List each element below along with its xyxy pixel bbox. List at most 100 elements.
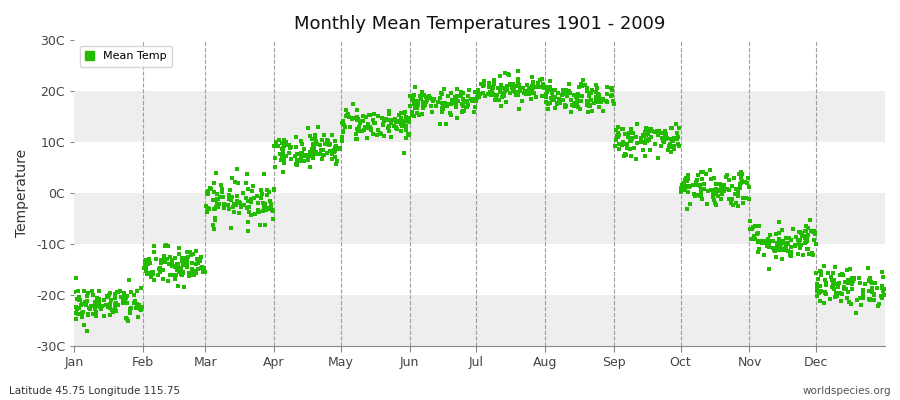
- Point: [717, 188, 732, 194]
- Point: [742, 196, 756, 203]
- Point: [810, 287, 824, 294]
- Point: [349, 117, 364, 123]
- Point: [141, 257, 156, 264]
- Point: [263, 197, 277, 204]
- Point: [351, 128, 365, 134]
- Point: [93, 304, 107, 310]
- Point: [832, 290, 847, 296]
- Point: [459, 104, 473, 110]
- Point: [139, 262, 153, 268]
- Point: [121, 293, 135, 300]
- Point: [541, 87, 555, 93]
- Point: [316, 152, 330, 158]
- Point: [416, 100, 430, 106]
- Point: [271, 143, 285, 149]
- Point: [830, 293, 844, 300]
- Point: [546, 96, 561, 103]
- Point: [752, 222, 766, 229]
- Point: [408, 99, 422, 105]
- Point: [406, 94, 420, 100]
- Point: [768, 248, 782, 254]
- Point: [761, 244, 776, 250]
- Point: [86, 292, 101, 298]
- Point: [694, 191, 708, 197]
- Point: [680, 178, 694, 184]
- Point: [440, 103, 454, 109]
- Point: [407, 101, 421, 107]
- Point: [810, 293, 824, 300]
- Point: [475, 82, 490, 89]
- Point: [756, 252, 770, 258]
- Point: [671, 134, 686, 140]
- Point: [139, 268, 153, 274]
- Point: [398, 108, 412, 115]
- Point: [201, 205, 215, 211]
- Point: [793, 244, 807, 251]
- Point: [232, 199, 247, 205]
- Point: [305, 136, 320, 142]
- Point: [308, 136, 322, 142]
- Point: [240, 171, 255, 177]
- Point: [505, 85, 519, 92]
- Point: [244, 196, 258, 202]
- Point: [746, 224, 760, 230]
- Point: [484, 92, 499, 98]
- Point: [266, 215, 280, 222]
- Point: [526, 78, 540, 85]
- Point: [485, 87, 500, 93]
- Point: [339, 113, 354, 119]
- Point: [399, 114, 413, 120]
- Point: [795, 230, 809, 237]
- Point: [803, 216, 817, 223]
- Point: [615, 142, 629, 148]
- Point: [75, 314, 89, 320]
- Point: [830, 290, 844, 296]
- Point: [80, 311, 94, 317]
- Point: [117, 294, 131, 300]
- Point: [356, 128, 370, 134]
- Point: [528, 94, 543, 100]
- Point: [665, 138, 680, 144]
- Point: [138, 262, 152, 269]
- Point: [189, 248, 203, 254]
- Point: [655, 130, 670, 136]
- Point: [130, 301, 144, 308]
- Point: [282, 142, 296, 148]
- Point: [590, 94, 605, 100]
- Point: [328, 161, 343, 167]
- Point: [713, 180, 727, 187]
- Point: [651, 155, 665, 162]
- Point: [580, 98, 595, 104]
- Point: [591, 91, 606, 98]
- Point: [604, 93, 618, 100]
- Point: [605, 87, 619, 93]
- Point: [72, 305, 86, 311]
- Point: [491, 85, 505, 91]
- Point: [619, 152, 634, 158]
- Point: [467, 89, 482, 96]
- Point: [154, 257, 168, 264]
- Point: [751, 249, 765, 255]
- Point: [876, 274, 890, 280]
- Point: [735, 171, 750, 177]
- Point: [555, 96, 570, 103]
- Point: [309, 138, 323, 144]
- Point: [865, 288, 879, 295]
- Point: [367, 120, 382, 126]
- Point: [88, 309, 103, 316]
- Legend: Mean Temp: Mean Temp: [80, 46, 172, 67]
- Point: [871, 303, 886, 310]
- Point: [224, 197, 238, 203]
- Point: [583, 97, 598, 103]
- Point: [732, 171, 746, 177]
- Point: [719, 172, 733, 178]
- Point: [610, 134, 625, 140]
- Point: [289, 144, 303, 151]
- Point: [173, 265, 187, 271]
- Point: [85, 288, 99, 294]
- Point: [335, 134, 349, 140]
- Point: [748, 223, 762, 229]
- Point: [162, 260, 176, 267]
- Point: [482, 89, 497, 96]
- Point: [680, 189, 695, 195]
